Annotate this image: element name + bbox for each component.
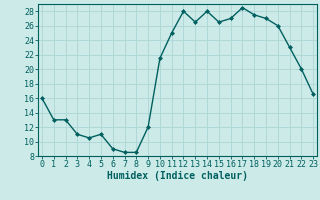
X-axis label: Humidex (Indice chaleur): Humidex (Indice chaleur) [107,171,248,181]
